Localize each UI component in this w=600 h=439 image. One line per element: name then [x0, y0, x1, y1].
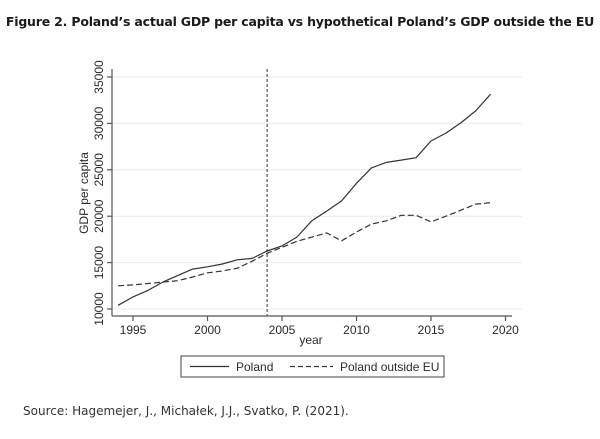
x-axis-title: year	[299, 333, 322, 347]
series-line-poland-outside-eu	[118, 202, 491, 287]
series-line-poland	[117, 93, 492, 306]
legend-label-poland: Poland	[236, 360, 273, 374]
axes: 10000 15000 20000 25000 30000 35000 1995 2000 20…	[92, 60, 519, 337]
y-axis-title: GDP per capita	[77, 152, 91, 234]
gridlines	[112, 76, 522, 310]
x-tick-label-2005: 2005	[269, 323, 296, 337]
source-note: Source: Hagemejer, J., Michałek, J.J., S…	[23, 404, 349, 418]
x-tick-label-1995: 1995	[120, 323, 147, 337]
y-tick-label-30000: 30000	[92, 106, 106, 140]
x-tick-label-2010: 2010	[343, 323, 370, 337]
y-tick-label-10000: 10000	[92, 292, 106, 326]
y-tick-label-35000: 35000	[92, 60, 106, 94]
x-tick-label-2015: 2015	[418, 323, 445, 337]
x-tick-label-2020: 2020	[492, 323, 519, 337]
legend-label-poland-outside-eu: Poland outside EU	[340, 360, 439, 374]
y-tick-label-20000: 20000	[92, 199, 106, 233]
y-tick-label-25000: 25000	[92, 153, 106, 187]
x-tick-label-2000: 2000	[194, 323, 221, 337]
y-tick-label-15000: 15000	[92, 246, 106, 280]
series-lines	[117, 93, 492, 306]
legend: Poland Poland outside EU	[180, 355, 445, 378]
legend-box	[180, 355, 445, 378]
figure-title: Figure 2. Poland’s actual GDP per capita…	[5, 14, 595, 29]
